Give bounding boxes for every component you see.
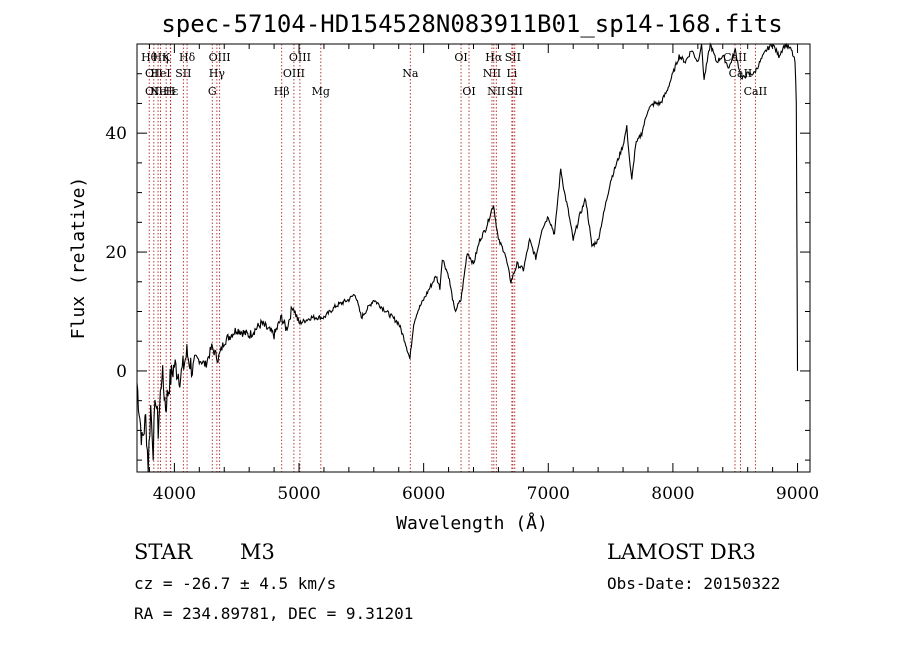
line-label: OIII	[209, 51, 231, 64]
line-label: OII	[145, 85, 163, 98]
flux-series-line	[136, 42, 799, 473]
observation-date: Obs-Date: 20150322	[607, 574, 781, 593]
redshift-cz: cz = -26.7 ± 4.5 km/s	[134, 574, 337, 593]
line-label: Hγ	[209, 67, 226, 80]
line-label: CaII	[723, 51, 747, 64]
line-label: Hθ	[141, 51, 158, 64]
y-axis-label: Flux (relative)	[68, 177, 89, 340]
line-label: NII	[483, 67, 501, 80]
line-label: Mg	[312, 85, 330, 98]
spectral-line-markers: HθOIIOIIHηHeINeKHεHSIIHδGHγOIIIHβOIIIOII…	[141, 44, 767, 472]
line-label: Li	[506, 67, 517, 80]
line-label: OI	[454, 51, 467, 64]
line-label: OIII	[289, 51, 311, 64]
line-label: SII	[505, 51, 521, 64]
y-tick-label: 0	[116, 362, 127, 382]
x-axis-label: Wavelength (Å)	[396, 512, 548, 534]
x-tick-label: 6000	[402, 484, 445, 504]
line-label: SII	[175, 67, 191, 80]
line-label: Hδ	[179, 51, 196, 64]
line-label: SII	[507, 85, 523, 98]
axis-ticks: 4000 5000 6000 7000 8000 9000 0 20 40	[105, 43, 819, 504]
x-tick-label: 7000	[527, 484, 570, 504]
line-label: G	[208, 85, 217, 98]
survey-name: LAMOST DR3	[607, 540, 756, 564]
object-subclass: M3	[240, 540, 275, 564]
coordinates: RA = 234.89781, DEC = 9.31201	[134, 604, 414, 623]
line-label: Hβ	[274, 85, 290, 98]
line-label: Hε	[163, 85, 179, 98]
line-label: HeI	[150, 67, 170, 80]
line-label: OI	[462, 85, 475, 98]
line-label: OIII	[283, 67, 305, 80]
line-label: Na	[402, 67, 419, 80]
line-label: Hη	[152, 51, 168, 64]
line-label: K	[162, 51, 171, 64]
y-tick-label: 40	[105, 124, 127, 144]
line-label: NII	[487, 85, 505, 98]
x-tick-label: 8000	[651, 484, 694, 504]
chart-title: spec-57104-HD154528N083911B01_sp14-168.f…	[161, 10, 782, 38]
y-tick-label: 20	[105, 243, 127, 263]
line-label: Ne	[150, 85, 166, 98]
line-label: CaII	[744, 85, 768, 98]
x-tick-label: 4000	[153, 484, 196, 504]
x-tick-label: 5000	[277, 484, 320, 504]
plot-frame	[136, 43, 811, 473]
x-tick-label: 9000	[776, 484, 819, 504]
line-label: H	[166, 85, 176, 98]
object-class: STAR	[134, 540, 193, 564]
line-label: Hα	[485, 51, 503, 64]
